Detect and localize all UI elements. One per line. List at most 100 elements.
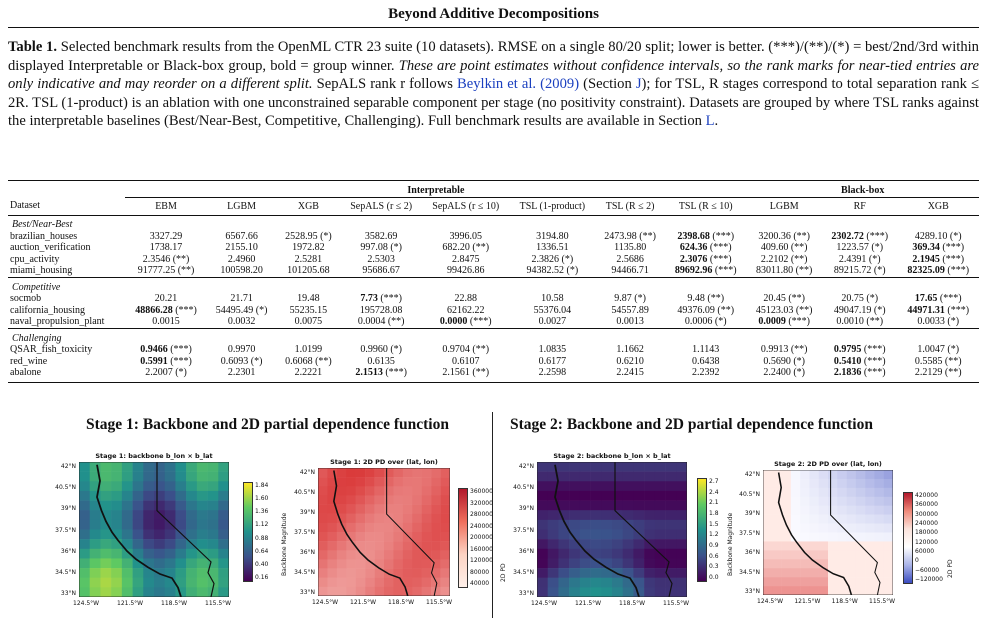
heatmap-cell	[676, 558, 687, 569]
heatmap-cell	[800, 496, 810, 506]
heatmap-cell	[601, 481, 613, 492]
heatmap-cell	[100, 462, 112, 472]
heatmap-cell	[809, 550, 819, 560]
heatmap-cell	[763, 550, 773, 560]
heatmap-cell	[111, 471, 123, 482]
table-cell: 0.5690 (*)	[763, 355, 806, 367]
heatmap-cell	[846, 487, 857, 498]
heatmap-cell	[111, 568, 123, 578]
heatmap-cell	[772, 586, 782, 595]
heatmap-cell	[207, 500, 219, 511]
table-cell: 0.6068 (**)	[285, 355, 332, 367]
heatmap-cell	[207, 490, 219, 501]
heatmap-cell	[327, 568, 338, 578]
panel-title: Stage 2: backbone b_lon × b_lat	[553, 452, 671, 460]
heatmap-cell	[590, 539, 602, 550]
table-cell: 1.0199	[294, 344, 323, 355]
heatmap-cell	[665, 510, 677, 521]
colorbar	[243, 482, 253, 582]
heatmap-cell	[558, 490, 570, 501]
heatmap-cell	[355, 513, 366, 524]
heatmap-cell	[654, 577, 666, 588]
heatmap-cell	[781, 559, 792, 569]
table-cell: 49047.19 (*)	[833, 304, 886, 316]
heatmap-cell	[558, 577, 570, 588]
heatmap-cell	[818, 470, 829, 480]
heatmap-cell	[633, 548, 645, 559]
table-cell: 3327.29	[149, 230, 183, 242]
heatmap-cell	[855, 478, 866, 489]
heatmap-cell	[800, 487, 810, 498]
lat-tick-label: 42°N	[518, 463, 534, 470]
heatmap-cell	[547, 577, 559, 588]
heatmap-cell	[772, 487, 782, 498]
heatmap-cell	[809, 514, 819, 524]
colorbar-tick: 1.84	[255, 482, 269, 489]
lat-tick-label: 36°N	[518, 547, 534, 555]
dataset-name: naval_propulsion_plant	[10, 316, 105, 327]
lat-tick-label: 33°N	[60, 590, 76, 597]
heatmap-cell	[327, 586, 338, 596]
table-cell: 0.9913 (**)	[760, 344, 808, 355]
heatmap-cell	[132, 481, 144, 492]
heatmap-cell	[327, 522, 338, 533]
heatmap-cell	[336, 550, 347, 560]
table-cell: 0.9795 (***)	[833, 344, 886, 355]
heatmap-cell	[111, 548, 123, 559]
lat-tick-label: 42°N	[60, 463, 76, 470]
table-cell: 2.3826 (*)	[531, 253, 574, 265]
heatmap-cell	[79, 510, 91, 521]
lat-tick-label: 34.5°N	[55, 568, 76, 576]
table-cell: 2.4960	[227, 253, 256, 265]
heatmap-cell	[537, 481, 549, 492]
heatmap-cell	[772, 577, 782, 587]
heatmap-cell	[374, 504, 385, 514]
heatmap-cell	[569, 471, 581, 482]
table-row: naval_propulsion_plant 0.0015 0.0032 0.0075…	[8, 316, 979, 328]
heatmap-cell	[763, 505, 773, 515]
heatmap-cell	[440, 559, 450, 569]
heatmap-cell	[365, 568, 375, 578]
heatmap-cell	[218, 510, 229, 521]
heatmap-cell	[164, 529, 176, 540]
heatmap-cell	[132, 587, 144, 597]
group-blackbox: Black-box	[746, 185, 979, 198]
heatmap-cell	[590, 462, 602, 472]
dataset-name: auction_verification	[10, 242, 91, 253]
heatmap-cell	[355, 468, 366, 478]
heatmap-cell	[374, 541, 385, 551]
heatmap-cell	[579, 481, 591, 492]
table-cell: 21.71	[230, 293, 253, 304]
heatmap-cell	[79, 529, 91, 540]
heatmap-cell	[809, 541, 819, 551]
table-cell: 2528.95 (*)	[285, 230, 332, 242]
section-j-link[interactable]: J	[635, 76, 642, 92]
caption-text-5: .	[714, 113, 719, 129]
heatmap-cell	[346, 568, 356, 578]
heatmap-cell	[865, 586, 875, 595]
heatmap-cell	[154, 587, 166, 597]
heatmap-cell	[781, 568, 792, 578]
heatmap-cell	[143, 481, 155, 492]
heatmap-cell	[100, 490, 112, 501]
heatmap-cell	[569, 519, 581, 530]
heatmap-cell	[393, 577, 404, 588]
section-l-link[interactable]: L	[705, 113, 715, 129]
heatmap-cell	[665, 539, 677, 550]
heatmap-cell	[143, 471, 155, 482]
heatmap-cell	[654, 519, 666, 530]
heatmap-cell	[800, 541, 810, 551]
colorbar-tick: 0.64	[255, 547, 269, 555]
heatmap-cell	[196, 462, 208, 472]
table-cell: 62162.22	[446, 304, 485, 316]
heatmap-cell	[883, 550, 893, 560]
heatmap-cell	[79, 462, 91, 472]
table-cell: 83011.80 (**)	[756, 265, 813, 276]
heatmap-cell	[421, 504, 432, 514]
heatmap-cell	[601, 519, 613, 530]
table-cell: 0.0000 (***)	[439, 316, 492, 327]
heatmap-cell	[633, 519, 645, 530]
citation-link[interactable]: Beylkin et al. (2009)	[457, 76, 580, 92]
lat-tick-label: 42°N	[744, 471, 760, 478]
table-cell: 0.0009 (***)	[758, 316, 811, 327]
